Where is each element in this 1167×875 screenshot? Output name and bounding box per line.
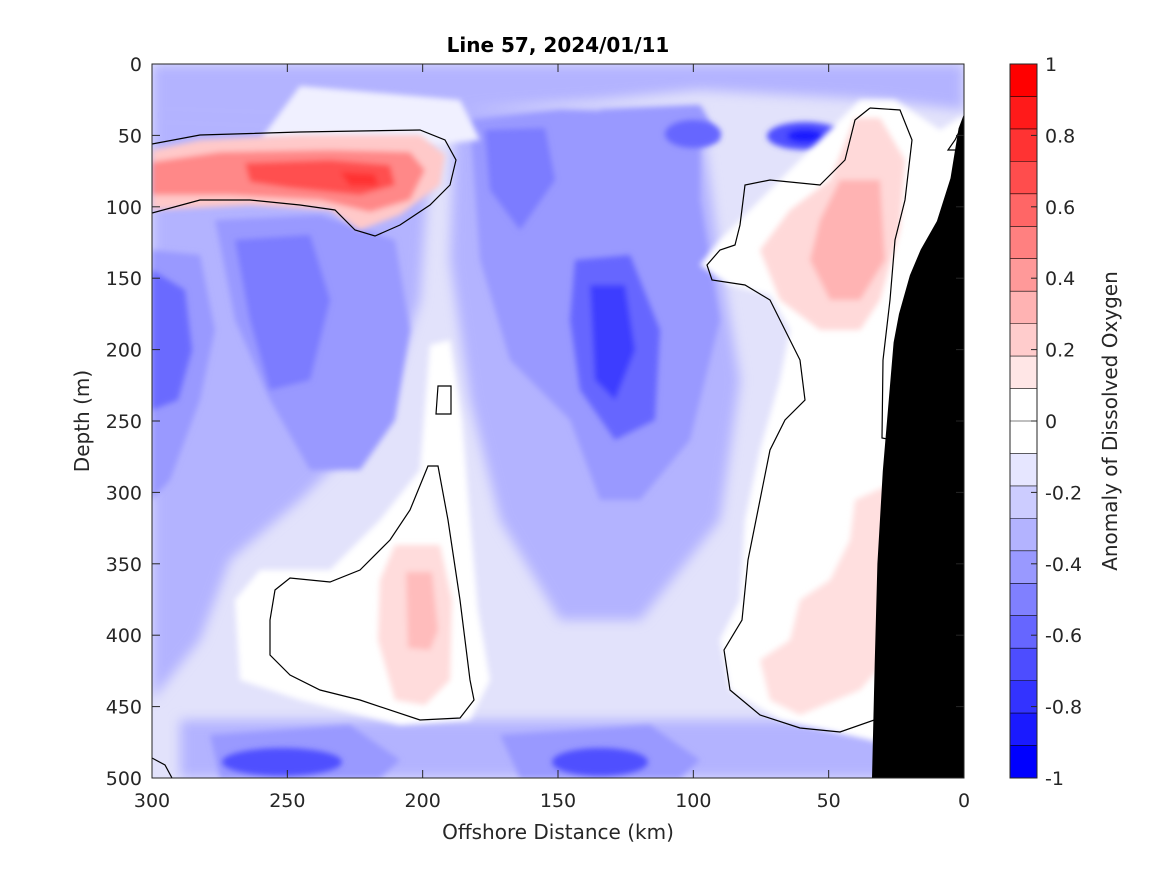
colorbar-swatch [1010, 128, 1037, 162]
colorbar-tick-label: -1 [1045, 768, 1064, 790]
y-tick-label: 350 [106, 554, 142, 576]
middle-core-inner [590, 285, 635, 400]
y-tick-label: 400 [106, 625, 142, 647]
colorbar-swatch [1010, 161, 1037, 195]
positive-anomalies [152, 118, 905, 715]
colorbar-swatch [1010, 680, 1037, 714]
colorbar-tick-label: 0.4 [1045, 268, 1075, 290]
y-axis: 0 50 100 150 200 250 300 350 400 450 500 [106, 54, 964, 790]
negative-anomaly-cores [152, 120, 843, 776]
colorbar-frame [1009, 63, 1038, 779]
left-core [235, 235, 330, 390]
colorbar-tick-label: 1 [1045, 54, 1057, 76]
y-tick-label: 450 [106, 697, 142, 719]
zero-contour-nearshore [869, 107, 913, 441]
colorbar-tick-label: 0.2 [1045, 340, 1075, 362]
colorbar-swatch [1010, 550, 1037, 584]
surface-core-1 [665, 120, 721, 148]
nearshore-positive-mid [810, 180, 885, 300]
x-tick-label: 150 [540, 790, 576, 812]
colorbar-swatch [1010, 323, 1037, 357]
colorbar-swatch [1010, 96, 1037, 130]
bottom-left-core [222, 748, 342, 776]
colorbar-swatch [1010, 64, 1037, 97]
nearshore-deep-positive [760, 480, 905, 715]
plot-area [152, 64, 964, 778]
zero-contour-corner [152, 757, 173, 778]
seafloor-mask [872, 113, 964, 778]
y-tick-label: 200 [106, 340, 142, 362]
colorbar-tick-label: 0 [1045, 411, 1057, 433]
colorbar-tick-label: -0.8 [1045, 697, 1082, 719]
upper-core [485, 128, 555, 230]
bottom-mid-core [552, 748, 648, 776]
x-tick-label: 100 [675, 790, 711, 812]
zero-contour-upper [152, 129, 457, 237]
colorbar-tick-label: 0.6 [1045, 197, 1075, 219]
zero-contour-plume [269, 465, 475, 721]
colorbar-swatch [1010, 421, 1037, 454]
colorbar-swatch [1010, 453, 1037, 487]
zero-contour-small-loop [435, 385, 452, 415]
colorbar-swatch [1010, 518, 1037, 552]
colorbar-swatch [1010, 193, 1037, 227]
x-tick-label: 250 [269, 790, 305, 812]
x-tick-label: 0 [958, 790, 970, 812]
y-axis-label: Depth (m) [70, 370, 94, 472]
x-tick-label: 200 [405, 790, 441, 812]
colorbar-tick-label: 0.8 [1045, 125, 1075, 147]
colorbar-ticks: 1 0.8 0.6 0.4 0.2 0 -0.2 -0.4 -0.6 -0.8 -1 [1031, 54, 1082, 790]
y-tick-label: 0 [130, 54, 142, 76]
colorbar-swatch [1010, 713, 1037, 747]
colorbar-tick-label: -0.4 [1045, 554, 1082, 576]
x-axis: 300 250 200 150 100 50 0 [134, 64, 970, 812]
colorbar-swatch [1010, 485, 1037, 519]
colorbar [1010, 64, 1037, 779]
surface-zero-patch [260, 86, 480, 150]
colorbar-swatch [1010, 615, 1037, 649]
y-tick-label: 150 [106, 268, 142, 290]
zero-contour [152, 107, 964, 778]
colorbar-swatch [1010, 388, 1037, 422]
x-axis-label: Offshore Distance (km) [442, 820, 674, 844]
colorbar-swatch [1010, 356, 1037, 390]
deep-positive-core [406, 572, 438, 650]
colorbar-swatch [1010, 258, 1037, 292]
colorbar-tick-label: -0.2 [1045, 482, 1082, 504]
edge-core [152, 270, 192, 410]
y-tick-label: 500 [106, 768, 142, 790]
surface-core-2-inner [787, 129, 823, 143]
colorbar-swatch [1010, 226, 1037, 260]
colorbar-swatch [1010, 583, 1037, 617]
colorbar-tick-label: -0.6 [1045, 625, 1082, 647]
colorbar-label: Anomaly of Dissolved Oxygen [1098, 271, 1122, 571]
upper-positive-peak [340, 172, 378, 186]
colorbar-swatch [1010, 291, 1037, 325]
zero-contour-nearshore-outer [706, 107, 891, 733]
y-tick-label: 300 [106, 482, 142, 504]
upper-positive-core [245, 160, 395, 195]
x-tick-label: 50 [817, 790, 841, 812]
colorbar-swatch [1010, 648, 1037, 682]
y-tick-label: 50 [118, 125, 142, 147]
colorbar-swatch [1010, 745, 1037, 779]
chart-title: Line 57, 2024/01/11 [447, 33, 670, 57]
x-tick-label: 300 [134, 790, 170, 812]
surface-patch [600, 105, 720, 165]
y-tick-label: 100 [106, 197, 142, 219]
y-tick-label: 250 [106, 411, 142, 433]
